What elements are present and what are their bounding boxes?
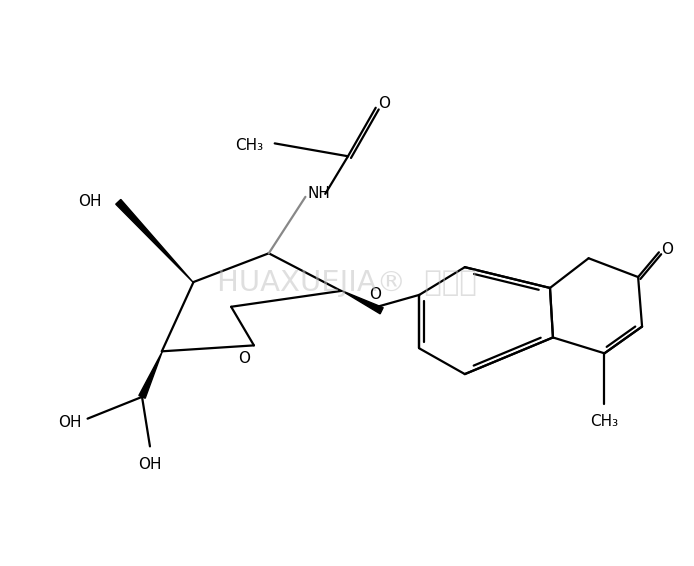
Text: CH₃: CH₃ [235,138,263,153]
Text: OH: OH [138,457,162,471]
Text: O: O [661,242,672,257]
Polygon shape [116,199,193,282]
Text: O: O [378,96,389,112]
Text: OH: OH [58,415,82,430]
Text: O: O [238,351,250,366]
Text: NH: NH [308,186,331,201]
Polygon shape [341,290,383,314]
Text: CH₃: CH₃ [591,414,618,429]
Text: HUAXUEJIA®  化学加: HUAXUEJIA® 化学加 [217,269,477,297]
Text: OH: OH [78,194,101,209]
Text: O: O [369,288,381,302]
Polygon shape [139,351,162,398]
